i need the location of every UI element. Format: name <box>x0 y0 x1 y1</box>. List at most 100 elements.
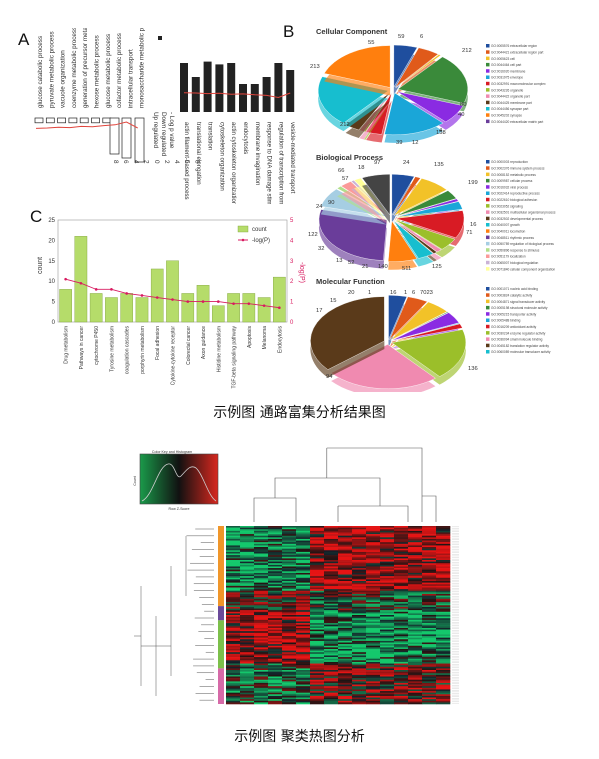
a-up-bar <box>227 63 236 112</box>
pie-value-label: 7023 <box>420 290 433 296</box>
pie-value-label: 140 <box>378 264 388 270</box>
pie-slice <box>397 91 464 123</box>
a-axis-tick: 2 <box>163 160 170 164</box>
pie-slice-shadow <box>337 194 388 224</box>
c-left-tick: 10 <box>48 279 55 285</box>
pie-slice <box>318 209 388 261</box>
a-right-term: translation <box>207 122 214 150</box>
pie-value-label: 66 <box>338 168 344 174</box>
pie-legend-entry: GO:0016209 antioxidant activity <box>491 325 537 329</box>
pie-legend-entry: GO:0008152 metabolic process <box>491 173 536 177</box>
pie-value-label: 4 <box>439 128 443 134</box>
c-left-tick: 20 <box>48 238 55 244</box>
pie-slice <box>310 296 385 370</box>
a-left-term: glucose metabolic process <box>105 34 112 108</box>
pie-slice <box>395 201 463 218</box>
color-key: Color Key and Histogram Row Z-Score Coun… <box>133 450 219 511</box>
pie-legend-entry: GO:0048511 rhythmic process <box>491 236 534 240</box>
c-count-bar <box>89 293 103 323</box>
key-ylabel: Count <box>133 476 137 486</box>
pie-value-label: 6 <box>412 290 415 296</box>
pie-slice <box>395 198 459 217</box>
pie-legend-entry: GO:0016020 membrane <box>491 69 526 73</box>
pie-legend-entry: GO:0065007 biological regulation <box>491 261 539 265</box>
c-category-label: TGF-beta signaling pathway <box>232 326 238 389</box>
pie-legend-entry: GO:0005215 transporter activity <box>491 312 537 316</box>
a-right-term: actin cytoskeleton organization <box>230 122 237 204</box>
pie-value-label: 90 <box>328 200 334 206</box>
a-up-bar <box>250 84 259 112</box>
pie-slice <box>384 92 444 136</box>
pie-value-label: 18 <box>358 165 364 171</box>
pie-value-label: 135 <box>434 162 444 168</box>
pie-value-label: 12 <box>412 140 418 146</box>
c-right-tick: 4 <box>290 238 294 244</box>
c-count-bar <box>181 293 195 323</box>
a-up-bar <box>239 84 247 112</box>
pie-legend-entry: GO:0005488 binding <box>491 319 521 323</box>
c-legend-logp: -log(P) <box>252 238 270 244</box>
pie-legend-entry: GO:0005198 structural molecule activity <box>491 306 548 310</box>
a-up-bar <box>203 61 212 112</box>
a-left-term: glucose catabolic process <box>37 36 44 108</box>
a-up-bar <box>191 77 200 112</box>
row-group-bar <box>218 526 224 704</box>
a-axis-tick: 4 <box>173 160 180 164</box>
pie-legend-entry: GO:0030234 enzyme regulator activity <box>491 331 546 335</box>
pie-legend-entry: GO:0044422 organelle part <box>491 95 530 99</box>
c-count-bar <box>105 297 118 323</box>
pie-slice <box>389 296 428 340</box>
row-group-segment <box>218 620 224 669</box>
pie-value-label: 57 <box>342 176 348 182</box>
pie-value-label: 20 <box>348 290 354 296</box>
pie-legend-entry: GO:0071840 cellular component organizati… <box>491 267 555 271</box>
a-right-term: vesicle-mediated transport <box>289 122 296 194</box>
pie-legend-entry: GO:0044456 synapse part <box>491 107 529 111</box>
pie-value-label: 97 <box>374 160 380 166</box>
pie-legend-entry: GO:0040011 locomotion <box>491 230 526 234</box>
a-left-term: hexose metabolic process <box>94 35 101 108</box>
c-right-tick: 1 <box>290 300 294 306</box>
a-up-bar <box>262 77 271 112</box>
a-right-term: cytoskeleton organization <box>218 122 225 191</box>
pie-slice <box>361 174 391 216</box>
pie-value-label: 59 <box>398 34 404 40</box>
panel-c-letter: C <box>30 207 43 226</box>
c-category-label: Tyrosine metabolism <box>109 326 115 372</box>
pie-value-label: 1 <box>368 290 371 296</box>
a-logp-line-right <box>183 92 291 99</box>
pie-slice <box>387 220 418 262</box>
pie-legend-entry: GO:0005576 extracellular region <box>491 44 537 48</box>
pie-slice <box>393 220 438 254</box>
pie-legend-entry: GO:0044421 extracellular region part <box>491 51 544 55</box>
a-right-term: endocytosis <box>242 122 249 154</box>
a-down-bar <box>109 117 120 155</box>
a-axis-tick: 0 <box>153 160 160 164</box>
pie-legend-entry: GO:0045182 translation regulator activit… <box>491 344 549 348</box>
pie-slice <box>391 312 460 341</box>
pie-slice-shadow <box>341 189 388 224</box>
a-up-bar <box>274 63 283 112</box>
c-right-tick: 2 <box>290 279 294 285</box>
caption-heatmap: 示例图 聚类热图分析 <box>234 729 365 745</box>
pie-legend-entry: GO:0036094 small molecule binding <box>491 338 543 342</box>
c-logp-line <box>65 278 280 309</box>
pie-slice <box>391 329 467 377</box>
c-category-label: Axon guidance <box>201 326 207 359</box>
row-dendrogram <box>134 528 214 701</box>
column-dendrogram <box>253 447 437 522</box>
pie-value-label: 13 <box>336 258 342 264</box>
pie-slice-shadow <box>351 188 389 224</box>
caption-enrichment: 示例图 通路富集分析结果图 <box>213 405 386 421</box>
a-left-term: pyruvate metabolic process <box>48 31 55 108</box>
pie-slice-shadow <box>354 186 389 224</box>
c-category-label: Colorectal cancer <box>186 326 192 365</box>
c-count-bar <box>59 289 72 323</box>
c-category-label: Pathways in cancer <box>79 326 85 370</box>
a-up-bar <box>180 63 188 112</box>
a-down-bar <box>102 117 112 124</box>
pie-legend-entry: GO:0001071 nucleic acid binding <box>491 287 538 291</box>
c-category-label: porphyrin metabolism <box>140 326 146 374</box>
c-right-tick: 3 <box>290 259 294 265</box>
pie-legend-entry: GO:0060089 molecular transducer activity <box>491 350 551 354</box>
